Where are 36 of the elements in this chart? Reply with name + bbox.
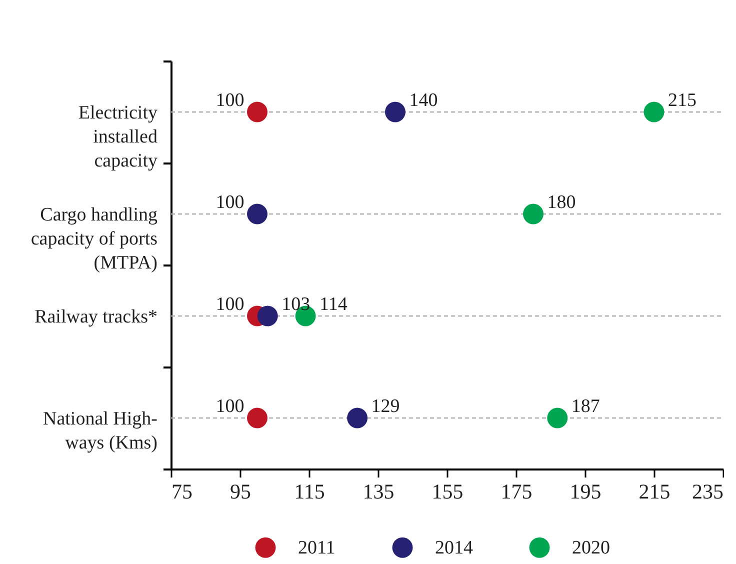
legend-label: 2011 — [298, 538, 336, 559]
legend-label: 2014 — [435, 538, 474, 559]
point — [523, 204, 544, 224]
x-tick-label: 175 — [500, 480, 532, 504]
data-label: 100 — [216, 192, 244, 213]
y-tick-label: Railway tracks* — [34, 306, 158, 328]
point — [247, 408, 268, 428]
data-label: 140 — [409, 90, 438, 111]
point — [644, 102, 664, 122]
point — [547, 408, 568, 428]
point — [385, 102, 406, 122]
data-label: 103 — [282, 294, 310, 315]
point — [247, 204, 268, 224]
data-label: 100 — [216, 396, 244, 417]
y-tick-label: Electricity installed capacity — [78, 102, 158, 172]
data-label: 215 — [668, 90, 696, 111]
data-label: 129 — [371, 396, 400, 417]
x-tick-label: 195 — [570, 480, 602, 504]
x-tick-label: 215 — [638, 480, 670, 504]
x-tick-label: 75 — [172, 480, 192, 504]
x-tick-label: 235 — [692, 480, 724, 504]
data-label: 100 — [216, 90, 244, 111]
x-tick-label: 135 — [362, 480, 394, 504]
x-tick-label: 95 — [230, 480, 251, 504]
point — [347, 408, 368, 428]
legend-label: 2020 — [572, 538, 610, 559]
point — [247, 102, 268, 122]
data-label: 180 — [547, 192, 576, 213]
point — [257, 306, 278, 326]
y-tick-label: Cargo handling capacity of ports (MTPA) — [30, 204, 158, 274]
data-label: 187 — [571, 396, 600, 417]
x-tick-label: 155 — [432, 480, 464, 504]
y-tick-label: National High- ways (Kms) — [42, 408, 158, 454]
x-tick-label: 115 — [294, 480, 325, 504]
data-label: 114 — [320, 294, 348, 315]
data-label: 100 — [216, 294, 244, 315]
